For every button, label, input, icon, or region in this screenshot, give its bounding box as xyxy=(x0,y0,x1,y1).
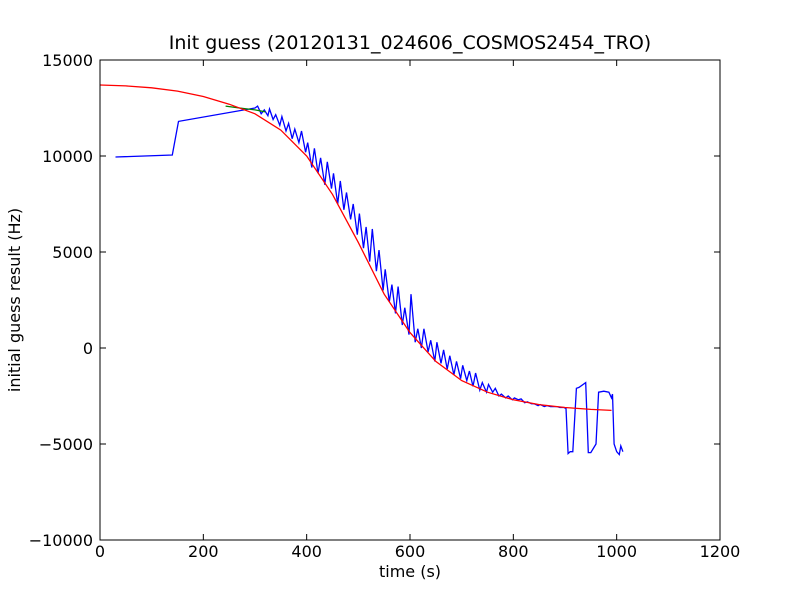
y-tick-label: 0 xyxy=(83,339,93,358)
x-axis-label: time (s) xyxy=(379,562,441,581)
y-axis-label: initial guess result (Hz) xyxy=(5,208,24,392)
x-tick-label: 600 xyxy=(395,542,426,561)
x-tick-label: 200 xyxy=(188,542,219,561)
x-tick-label: 400 xyxy=(291,542,322,561)
y-tick-label: −10000 xyxy=(29,531,93,550)
series-line-2 xyxy=(225,105,266,113)
x-tick-label: 1000 xyxy=(596,542,637,561)
y-tick-label: 15000 xyxy=(42,51,93,70)
series-line-3 xyxy=(100,84,612,412)
chart-title: Init guess (20120131_024606_COSMOS2454_T… xyxy=(169,32,651,54)
y-tick-label: −5000 xyxy=(39,435,93,454)
y-tick-label: 10000 xyxy=(42,147,93,166)
y-tick-label: 5000 xyxy=(52,243,93,262)
x-tick-label: 0 xyxy=(95,542,105,561)
x-tick-label: 800 xyxy=(498,542,529,561)
ticks: 0 200 400 600 800 1000 1200 −10000 −5000 0 5000 100… xyxy=(29,51,741,561)
x-tick-label: 1200 xyxy=(700,542,741,561)
plot-area xyxy=(100,84,624,457)
